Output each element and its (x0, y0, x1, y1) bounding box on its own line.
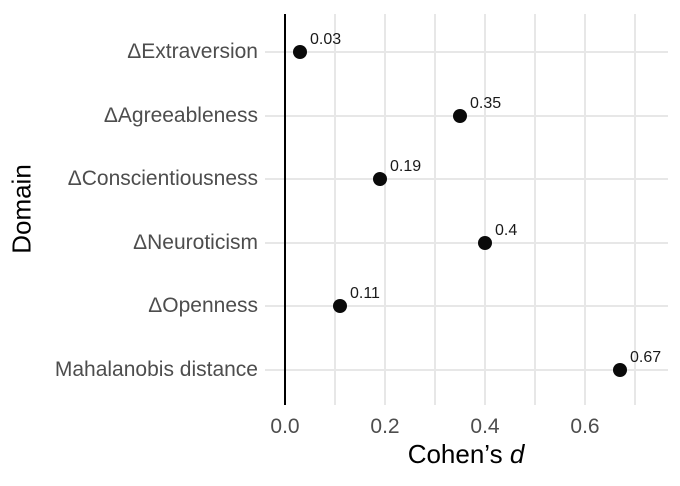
data-point-value-label: 0.19 (390, 158, 422, 175)
data-point (453, 108, 467, 123)
vertical-gridline (534, 14, 536, 405)
data-point (293, 45, 307, 59)
y-category-label: ΔOpenness (148, 294, 258, 317)
y-category-label: ΔConscientiousness (67, 167, 258, 190)
data-point (478, 235, 492, 250)
x-tick-label: 0.4 (470, 415, 500, 438)
data-point (613, 362, 627, 377)
x-axis-title: Cohen’s d (408, 441, 525, 468)
zero-reference-line (284, 14, 286, 405)
horizontal-gridline (265, 178, 668, 180)
horizontal-gridline (265, 368, 668, 371)
y-category-label: ΔNeuroticism (133, 230, 258, 254)
horizontal-gridline (265, 305, 668, 307)
x-axis-title-italic-d: d (509, 439, 525, 469)
data-point-value-label: 0.67 (630, 348, 662, 366)
x-tick-label: 0.0 (270, 415, 300, 438)
vertical-gridline (434, 14, 436, 405)
vertical-gridline (334, 14, 336, 405)
vertical-gridline (384, 14, 386, 405)
data-point-value-label: 0.03 (310, 31, 342, 48)
vertical-gridline (484, 14, 486, 405)
y-axis-title: Domain (6, 164, 37, 254)
data-point-value-label: 0.4 (495, 221, 518, 239)
data-point (333, 299, 347, 313)
vertical-gridline (584, 14, 586, 405)
y-category-label: ΔAgreeableness (103, 103, 258, 127)
y-category-label: Mahalanobis distance (54, 357, 258, 381)
horizontal-gridline (265, 51, 668, 53)
data-point-value-label: 0.11 (350, 285, 380, 302)
x-axis-title-text: Cohen’s (407, 439, 510, 469)
data-point-value-label: 0.35 (470, 94, 502, 112)
vertical-gridline (634, 14, 636, 405)
x-tick-label: 0.6 (570, 415, 600, 438)
horizontal-gridline (265, 241, 668, 244)
data-point (373, 172, 387, 186)
x-tick-label: 0.2 (370, 415, 400, 438)
y-category-label: ΔExtraversion (127, 40, 258, 63)
